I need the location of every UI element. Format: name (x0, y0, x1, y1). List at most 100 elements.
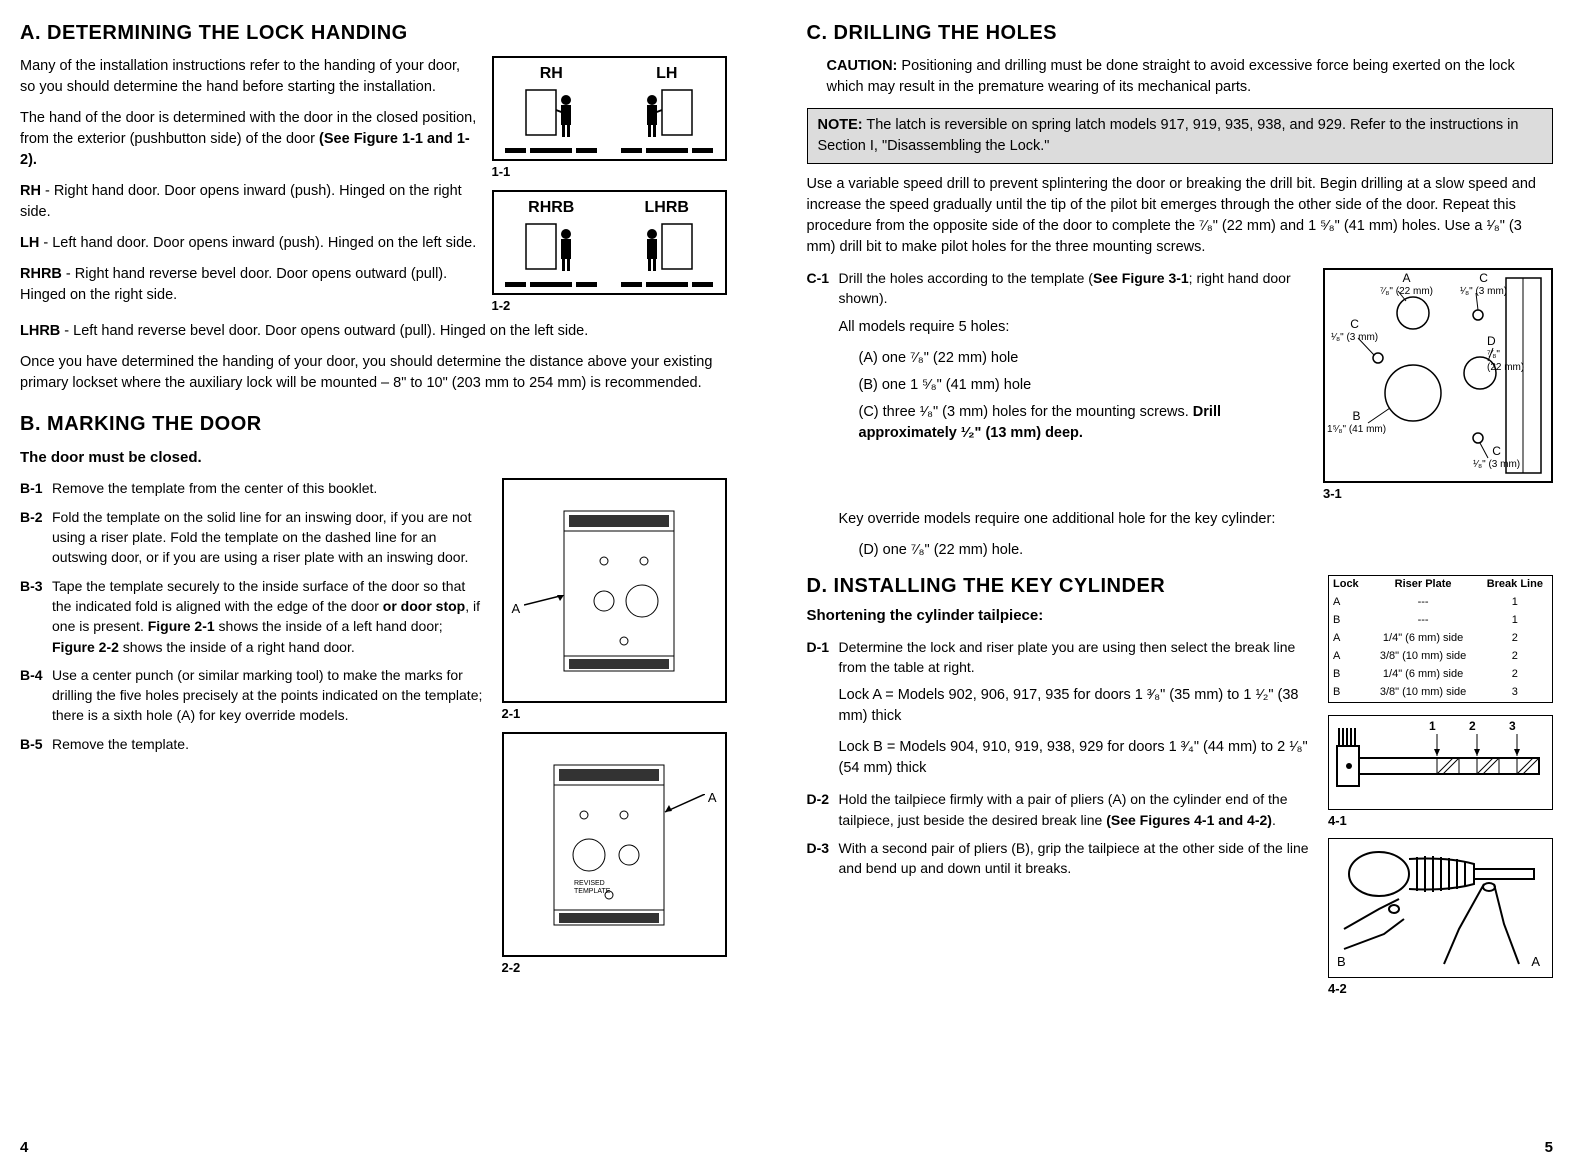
fig-1-2-rhrb-label: RHRB (528, 196, 574, 219)
b-2-label: B-2 (20, 507, 52, 568)
fig-2-2-marker: A (708, 789, 717, 808)
fig-2-1-label: 2-1 (502, 705, 727, 724)
c-hole-d: (D) one ⁷⁄₈" (22 mm) hole. (859, 540, 1554, 561)
template-2-2-icon: REVISED TEMPLATE (534, 755, 694, 935)
page-num-5: 5 (1545, 1137, 1553, 1159)
fig41-n1: 1 (1429, 718, 1436, 735)
fig-1-2-lhrb-label: LHRB (645, 196, 689, 219)
fig-4-1-svg (1329, 716, 1549, 806)
section-b-title: B. MARKING THE DOOR (20, 410, 727, 439)
fig-4-2-label: 4-2 (1328, 980, 1553, 999)
fig-3-1-label: 3-1 (1323, 485, 1553, 504)
a-lh-label: LH (20, 235, 39, 251)
c-1-text: Drill the holes according to the templat… (839, 268, 1309, 309)
template-2-1-icon (534, 501, 694, 681)
page-5: C. DRILLING THE HOLES CAUTION: Positioni… (787, 0, 1573, 1163)
figure-1-1-container: RH LH 1-1 RHRB LHRB (492, 56, 727, 316)
d-3-label: D-3 (807, 838, 839, 879)
a-lhrb-text: - Left hand reverse bevel door. Door ope… (60, 323, 588, 339)
door-lh-icon (632, 85, 702, 145)
door-lhrb-icon (632, 219, 702, 279)
fig-1-2-rhrb: RHRB (494, 192, 610, 293)
fig-1-1-rh-label: RH (540, 62, 563, 85)
b-1-label: B-1 (20, 478, 52, 498)
c-1: C-1 Drill the holes according to the tem… (807, 268, 1309, 309)
fig3-C2: C¹⁄₈" (3 mm) (1331, 318, 1378, 343)
door-rh-icon (516, 85, 586, 145)
c-note-label: NOTE: (818, 117, 863, 133)
fig-1-1-rh: RH (494, 58, 610, 159)
fig-2-2-label: 2-2 (502, 959, 727, 978)
fig3-D: D⁷⁄₈"(22 mm) (1487, 335, 1524, 373)
b-5-label: B-5 (20, 734, 52, 754)
section-a-title: A. DETERMINING THE LOCK HANDING (20, 19, 727, 48)
figure-3-1: A⁷⁄₈" (22 mm) C¹⁄₈" (3 mm) C¹⁄₈" (3 mm) … (1323, 268, 1553, 483)
figure-4-2: B A (1328, 838, 1553, 978)
fig-1-1-lh-label: LH (656, 62, 677, 85)
a-lhrb: LHRB - Left hand reverse bevel door. Doo… (20, 321, 727, 342)
table-header-row: Lock Riser Plate Break Line (1329, 576, 1553, 594)
a-lhrb-label: LHRB (20, 323, 60, 339)
arrow-2-1-icon (524, 595, 574, 615)
c-after-fig: Key override models require one addition… (839, 509, 1554, 561)
page-num-4: 4 (20, 1137, 28, 1159)
fig41-n3: 3 (1509, 718, 1516, 735)
figure-4-1: 1 2 3 (1328, 715, 1553, 810)
b-1-text: Remove the template from the center of t… (52, 478, 487, 498)
figure-2-1: A (502, 478, 727, 703)
a-rhrb-label: RHRB (20, 266, 62, 282)
a-rhrb-text: - Right hand reverse bevel door. Door op… (20, 266, 447, 303)
b-4-label: B-4 (20, 665, 52, 726)
figure-1-2: RHRB LHRB (492, 190, 727, 295)
b-3-b2: Figure 2-1 (148, 618, 215, 634)
c-keyoverride: Key override models require one addition… (839, 509, 1554, 530)
d-2: D-2 Hold the tailpiece firmly with a pai… (807, 789, 1314, 830)
d-3-text: With a second pair of pliers (B), grip t… (839, 838, 1314, 879)
break-line-table: Lock Riser Plate Break Line A---1 B---1 … (1328, 575, 1553, 703)
b-3-b1: or door stop (383, 598, 465, 614)
table-row: B3/8" (10 mm) side3 (1329, 684, 1553, 702)
b-1: B-1Remove the template from the center o… (20, 478, 487, 498)
b-3-t3: shows the inside of a left hand door; (215, 618, 443, 634)
c-note-text: The latch is reversible on spring latch … (818, 117, 1519, 154)
section-c-title: C. DRILLING THE HOLES (807, 19, 1554, 48)
b-5: B-5Remove the template. (20, 734, 487, 754)
fig41-n2: 2 (1469, 718, 1476, 735)
b-3-b3: Figure 2-2 (52, 639, 119, 655)
d-2-text: Hold the tailpiece firmly with a pair of… (839, 789, 1314, 830)
fig42-A: A (1531, 953, 1540, 972)
figure-1-1: RH LH (492, 56, 727, 161)
b-3-text: Tape the template securely to the inside… (52, 576, 487, 657)
table-row: A---1 (1329, 594, 1553, 612)
th-riser: Riser Plate (1369, 576, 1478, 594)
section-d-body: Lock Riser Plate Break Line A---1 B---1 … (807, 575, 1554, 1004)
d-1-text: Determine the lock and riser plate you a… (839, 637, 1314, 678)
figure-3-1-container: A⁷⁄₈" (22 mm) C¹⁄₈" (3 mm) C¹⁄₈" (3 mm) … (1323, 268, 1553, 504)
fig-1-1-lh: LH (609, 58, 725, 159)
b-3-label: B-3 (20, 576, 52, 657)
a-lh-text: - Left hand door. Door opens inward (pus… (39, 235, 476, 251)
fig-1-2-label: 1-2 (492, 297, 727, 316)
fig-4-2-svg (1329, 839, 1549, 974)
b-3-t4: shows the inside of a right hand door. (119, 639, 355, 655)
c-note-box: NOTE: The latch is reversible on spring … (807, 108, 1554, 164)
section-b-body: A 2-1 REVISED TEMPLATE (20, 478, 727, 983)
b-4-text: Use a center punch (or similar marking t… (52, 665, 487, 726)
b-subtitle: The door must be closed. (20, 447, 727, 469)
d-1-label: D-1 (807, 637, 839, 678)
b-3: B-3Tape the template securely to the ins… (20, 576, 487, 657)
fig-2-1-marker: A (512, 600, 521, 619)
section-d-figs: Lock Riser Plate Break Line A---1 B---1 … (1328, 575, 1553, 999)
c-caution-label: CAUTION: (827, 58, 898, 74)
figure-2-container: A 2-1 REVISED TEMPLATE (502, 478, 727, 978)
d-2-label: D-2 (807, 789, 839, 830)
c-p1: Use a variable speed drill to prevent sp… (807, 174, 1554, 258)
section-a-body: RH LH 1-1 RHRB LHRB (20, 56, 727, 321)
c-caution: CAUTION: Positioning and drilling must b… (807, 56, 1554, 98)
fig3-A: A⁷⁄₈" (22 mm) (1380, 272, 1433, 297)
a-p3: Once you have determined the handing of … (20, 352, 727, 394)
table-row: B1/4" (6 mm) side2 (1329, 666, 1553, 684)
a-rh-label: RH (20, 183, 41, 199)
table-row: A3/8" (10 mm) side2 (1329, 648, 1553, 666)
door-rhrb-icon (516, 219, 586, 279)
